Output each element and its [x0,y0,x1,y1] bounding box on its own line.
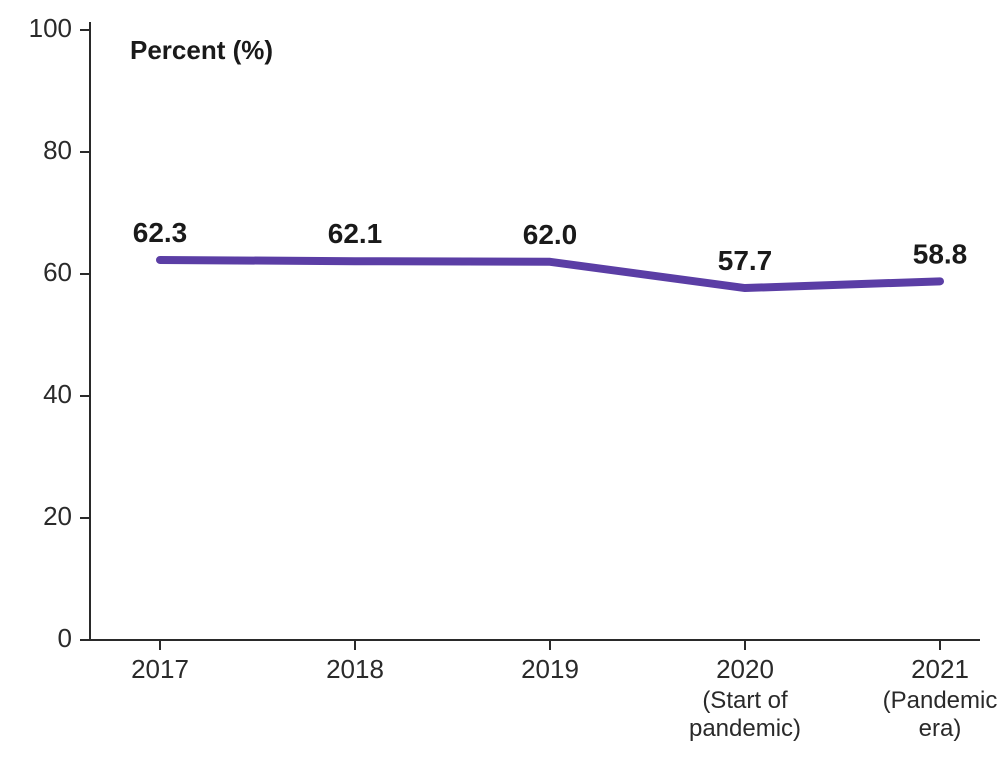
y-tick-label: 80 [43,135,72,165]
data-label: 62.3 [133,217,188,248]
x-tick-sublabel: (Pandemic [883,687,998,714]
x-tick-label: 2020 [716,654,774,684]
y-tick-label: 20 [43,501,72,531]
x-tick-label: 2017 [131,654,189,684]
x-tick-sublabel: era) [919,715,962,742]
y-tick-label: 60 [43,257,72,287]
axis-title: Percent (%) [130,35,273,65]
x-tick-sublabel: pandemic) [689,715,801,742]
x-tick-label: 2019 [521,654,579,684]
data-label: 62.1 [328,218,383,249]
data-label: 62.0 [523,219,578,250]
y-tick-label: 0 [58,623,72,653]
x-tick-sublabel: (Start of [702,687,788,714]
y-tick-label: 100 [29,13,72,43]
y-tick-label: 40 [43,379,72,409]
line-chart: 0 20 40 60 80 100 Percent (%) 2017 2018 2019 2020 (… [0,0,1001,771]
x-tick-label: 2021 [911,654,969,684]
chart-svg: 0 20 40 60 80 100 Percent (%) 2017 2018 2019 2020 (… [0,0,1001,771]
x-tick-label: 2018 [326,654,384,684]
data-label: 58.8 [913,238,968,269]
data-label: 57.7 [718,245,773,276]
data-line [160,260,940,288]
